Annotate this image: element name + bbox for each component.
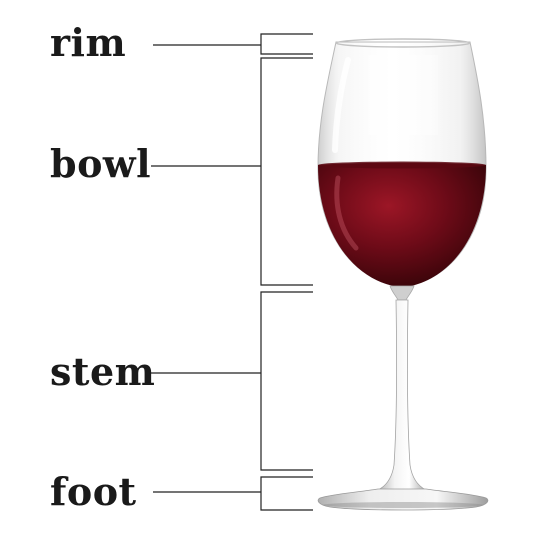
foot-label: foot xyxy=(50,469,137,514)
glass-stem xyxy=(377,299,427,491)
rim-bracket xyxy=(260,33,313,55)
wine-highlight xyxy=(334,175,359,251)
foot-bracket xyxy=(260,476,313,511)
foot-shadow xyxy=(323,502,483,508)
stem-bracket xyxy=(260,291,313,471)
rim-label: rim xyxy=(50,20,127,65)
bowl-bracket xyxy=(260,57,313,286)
stem-label: stem xyxy=(50,349,156,394)
glass-rim xyxy=(335,38,471,48)
glass-reflection xyxy=(368,55,438,135)
bowl-label: bowl xyxy=(50,141,152,186)
glass-highlight xyxy=(332,57,351,153)
glass-foot xyxy=(317,488,489,511)
leader-lines xyxy=(150,33,313,511)
wine-glass-icon xyxy=(317,38,489,511)
glass-collar xyxy=(389,285,415,301)
wine-liquid xyxy=(318,162,486,286)
wine-surface xyxy=(318,161,486,169)
